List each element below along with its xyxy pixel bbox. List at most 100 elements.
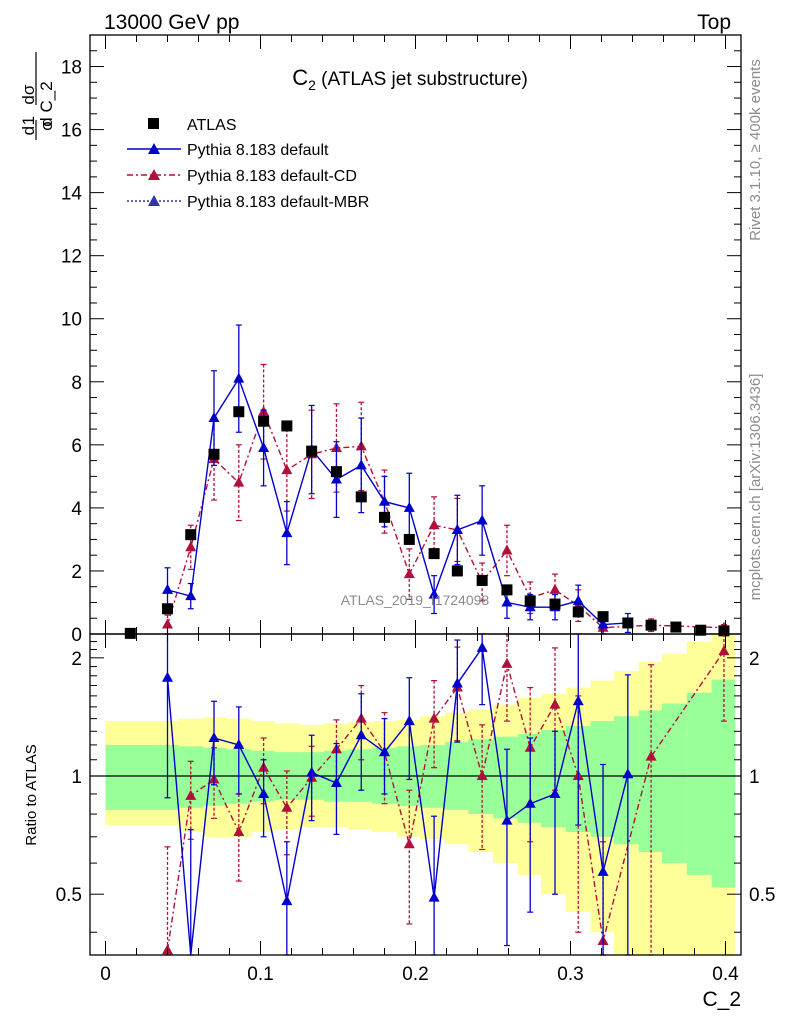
y-axis-label-dsigma: dσ [19,84,38,104]
top-y-tick-label: 0 [71,625,82,646]
ratio-default-point [233,738,245,749]
mc-default-point [162,583,173,594]
mc-default-cd-point [403,568,415,579]
atlas-data-point [281,420,293,432]
mc-default-point [451,523,463,534]
ratio-band-green [711,679,736,888]
top-y-tick-label: 16 [61,121,82,142]
atlas-data-point [645,619,657,631]
legend-marker-cd [148,169,160,180]
ratio-default-point [403,715,415,726]
rivet-version-label: Rivet 3.1.10, ≥ 400k events [747,59,764,241]
ratio-y-tick-label-left: 0.5 [56,885,82,906]
ratio-default-point [162,671,173,682]
svg-text:d 1 σ dσ: d 1 σ dσ d C_2 [18,79,57,135]
ratio-default-point [208,731,220,742]
mc-default-cd-point [233,476,245,487]
atlas-data-point [549,598,561,610]
mc-default-point [572,594,584,605]
ratio-default-cd-point [233,826,245,837]
ratio-default-point [451,677,463,688]
mc-default-point [258,441,270,452]
top-y-tick-label: 14 [61,184,83,205]
legend-label-atlas: ATLAS [187,117,237,134]
ratio-default-point [501,814,513,825]
legend-label-mbr: Pythia 8.183 default-MBR [187,194,369,211]
top-y-tick-label: 6 [71,436,82,457]
ratio-default-cd-point [645,750,657,761]
top-y-tick-label: 8 [71,373,82,394]
ratio-default-cd-point [428,712,440,723]
atlas-data-point [622,617,634,629]
atlas-data-point [597,611,609,623]
atlas-data-point [695,624,707,636]
atlas-data-point [379,511,390,523]
ratio-default-point [428,891,440,902]
ratio-band-green [661,703,688,864]
ratio-default-cd-point [549,698,561,709]
y-axis-label-d1: d [19,126,38,135]
mc-default-cd-point [428,519,440,530]
atlas-data-point [185,529,197,541]
legend-marker-default [148,143,160,154]
ratio-default-cd-point [718,645,730,656]
atlas-data-point [233,406,245,418]
legend-marker-atlas [148,118,159,129]
mc-default-point [208,412,220,423]
y-axis-label: d 1 σ dσ d C_2 [18,79,57,135]
atlas-data-point [258,415,270,427]
legend-marker-mbr [148,195,160,206]
plot-title-sub: 2 [308,77,316,93]
y-axis-label-sigma: σ [37,120,56,131]
atlas-data-point [451,565,463,577]
ratio-y-tick-label-left: 2 [71,649,82,670]
atlas-data-point [524,595,536,607]
mc-default-point [355,459,367,470]
atlas-data-point [306,445,318,457]
y-axis-label-dc2: d C_2 [37,81,56,126]
mc-default-point [597,618,609,629]
ratio-band-green [541,729,567,828]
x-tick-label: 0.4 [712,964,739,985]
ratio-band-green [105,744,155,810]
legend-label-default: Pythia 8.183 default [187,142,329,159]
ratio-default-point [572,695,584,706]
mc-default-point [501,596,513,607]
ratio-default-cd-point [476,770,488,781]
ratio-band-green [686,692,713,875]
ratio-default-point [258,787,270,798]
atlas-data-point [501,584,513,596]
ratio-default-point [622,768,634,779]
atlas-data-point [476,574,488,586]
ratio-default-point [355,729,367,740]
plot-title-main: C [292,65,308,90]
ratio-y-axis-label: Ratio to ATLAS [23,744,40,845]
ratio-default-point [524,797,536,808]
atlas-data-point [355,491,367,503]
mcplots-credit-label: mcplots.cern.ch [arXiv:1306.3436] [747,374,764,601]
mc-default-point [428,588,440,599]
x-tick-label: 0 [100,964,111,985]
legend-label-cd: Pythia 8.183 default-CD [187,168,357,185]
ratio-default-point [306,766,318,777]
mc-default-cd-point [501,544,513,555]
ratio-default-cd-point [281,801,293,812]
top-y-tick-label: 12 [61,247,82,268]
ratio-default-point [476,641,488,652]
mc-default-point [330,473,342,484]
ratio-default-point [597,865,609,876]
mc-default-point [476,514,488,525]
ratio-default-cd-point [185,789,197,800]
top-y-tick-label: 4 [71,499,82,520]
ratio-default-point [549,787,561,798]
atlas-data-point [718,625,730,637]
atlas-data-point [330,466,342,478]
analysis-watermark: ATLAS_2019_I1724098 [341,592,490,608]
top-y-tick-label: 10 [61,310,82,331]
top-y-tick-label: 18 [61,58,82,79]
legend: ATLAS Pythia 8.183 default Pythia 8.183 … [127,117,369,211]
ratio-band-green [153,744,179,810]
atlas-data-point [403,533,415,545]
mc-default-point [281,527,293,538]
